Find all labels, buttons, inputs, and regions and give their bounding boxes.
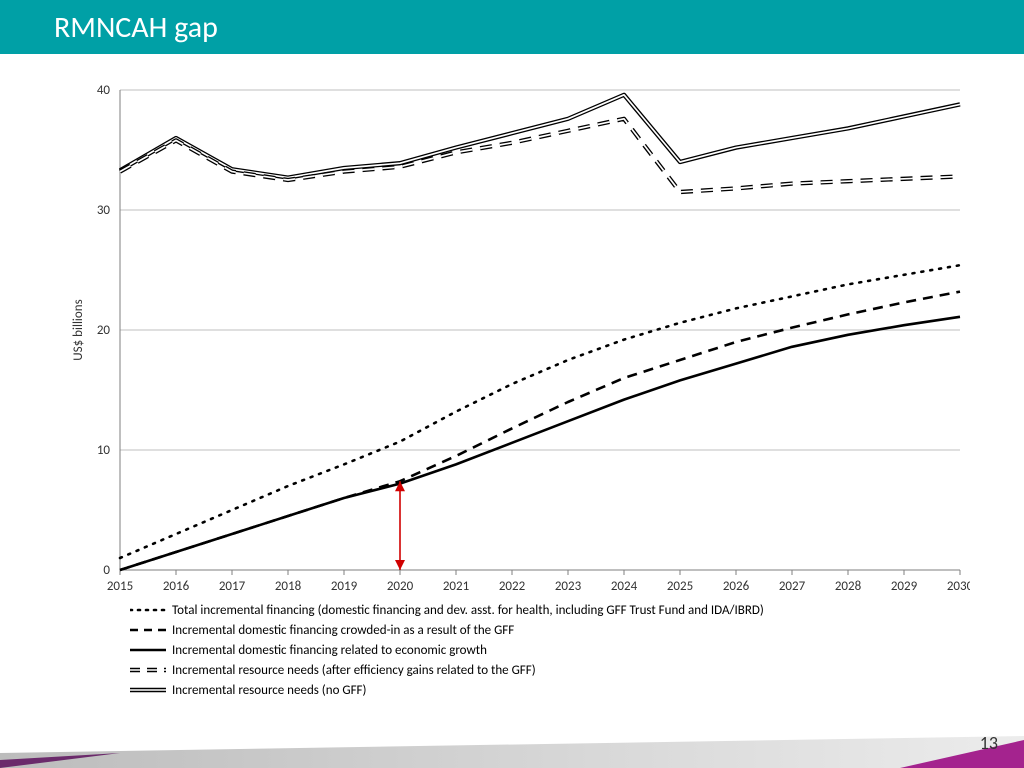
legend-item: Total incremental financing (domestic fi…	[130, 600, 950, 620]
svg-text:2019: 2019	[331, 579, 358, 594]
legend-label: Incremental resource needs (after effici…	[172, 663, 536, 678]
svg-text:2018: 2018	[275, 579, 302, 594]
slide-title: RMNCAH gap	[54, 9, 218, 46]
svg-text:2023: 2023	[555, 579, 582, 594]
legend-label: Total incremental financing (domestic fi…	[172, 603, 764, 618]
slide: RMNCAH gap 01020304020152016201720182019…	[0, 0, 1024, 768]
svg-text:2021: 2021	[443, 579, 469, 594]
footer-decoration	[0, 728, 1024, 768]
svg-text:2016: 2016	[163, 579, 190, 594]
svg-text:2022: 2022	[499, 579, 526, 594]
svg-text:30: 30	[97, 203, 111, 218]
chart: 0102030402015201620172018201920202021202…	[70, 80, 970, 600]
legend: Total incremental financing (domestic fi…	[130, 600, 950, 700]
svg-text:40: 40	[97, 83, 111, 98]
svg-text:2017: 2017	[219, 579, 246, 594]
legend-label: Incremental domestic financing related t…	[172, 643, 487, 658]
legend-label: Incremental domestic financing crowded-i…	[172, 623, 514, 638]
legend-swatch	[130, 603, 166, 617]
svg-text:10: 10	[97, 443, 111, 458]
svg-text:US$ billions: US$ billions	[71, 299, 86, 360]
legend-label: Incremental resource needs (no GFF)	[172, 683, 366, 698]
title-bar: RMNCAH gap	[0, 0, 1024, 54]
svg-text:0: 0	[103, 563, 110, 578]
svg-text:20: 20	[97, 323, 111, 338]
svg-text:2029: 2029	[891, 579, 918, 594]
legend-swatch	[130, 643, 166, 657]
legend-swatch	[130, 663, 166, 677]
svg-text:2028: 2028	[835, 579, 862, 594]
svg-text:2020: 2020	[387, 579, 414, 594]
svg-text:2026: 2026	[723, 579, 750, 594]
svg-text:2015: 2015	[107, 579, 133, 594]
svg-text:2030: 2030	[947, 579, 970, 594]
legend-swatch	[130, 683, 166, 697]
page-number: 13	[980, 732, 998, 754]
legend-item: Incremental resource needs (after effici…	[130, 660, 950, 680]
legend-swatch	[130, 623, 166, 637]
legend-item: Incremental resource needs (no GFF)	[130, 680, 950, 700]
svg-text:2027: 2027	[779, 579, 806, 594]
chart-svg: 0102030402015201620172018201920202021202…	[70, 80, 970, 600]
legend-item: Incremental domestic financing related t…	[130, 640, 950, 660]
svg-text:2025: 2025	[667, 579, 693, 594]
legend-item: Incremental domestic financing crowded-i…	[130, 620, 950, 640]
svg-text:2024: 2024	[611, 579, 638, 594]
